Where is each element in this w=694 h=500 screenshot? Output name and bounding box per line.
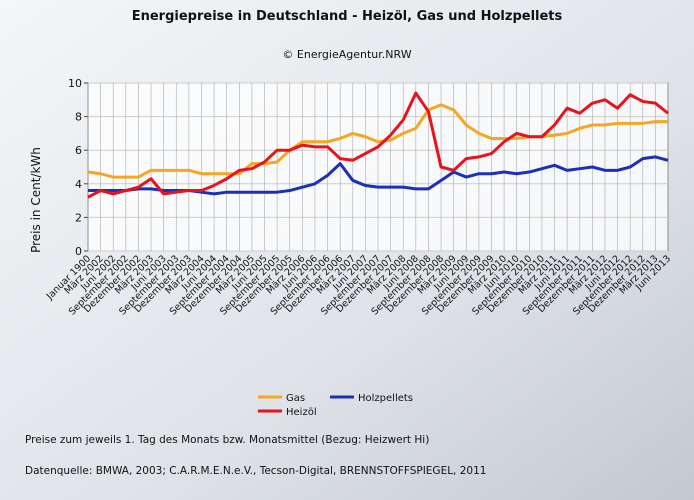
y-tick-label: 4: [75, 178, 82, 191]
chart-title: Energiepreise in Deutschland - Heizöl, G…: [132, 9, 563, 24]
line-series: [87, 91, 669, 199]
y-tick-label: 8: [75, 111, 82, 124]
y-tick-label: 0: [75, 245, 82, 258]
line-series: [87, 103, 668, 179]
y-tick-label: 6: [75, 144, 82, 157]
y-tick-label: 10: [68, 77, 82, 90]
note: Datenquelle: BMWA, 2003; C.A.R.M.E.N.e.V…: [25, 465, 486, 477]
note: Preise zum jeweils 1. Tag des Monats bzw…: [25, 434, 429, 446]
legend-label: Gas: [286, 393, 305, 404]
y-axis-label: Preis in Cent/kWh: [29, 147, 43, 253]
y-tick-label: 2: [75, 211, 82, 224]
legend-label: Heizöl: [286, 407, 317, 418]
legend-label: Holzpellets: [358, 393, 413, 404]
subtitle: © EnergieAgentur.NRW: [282, 48, 411, 61]
